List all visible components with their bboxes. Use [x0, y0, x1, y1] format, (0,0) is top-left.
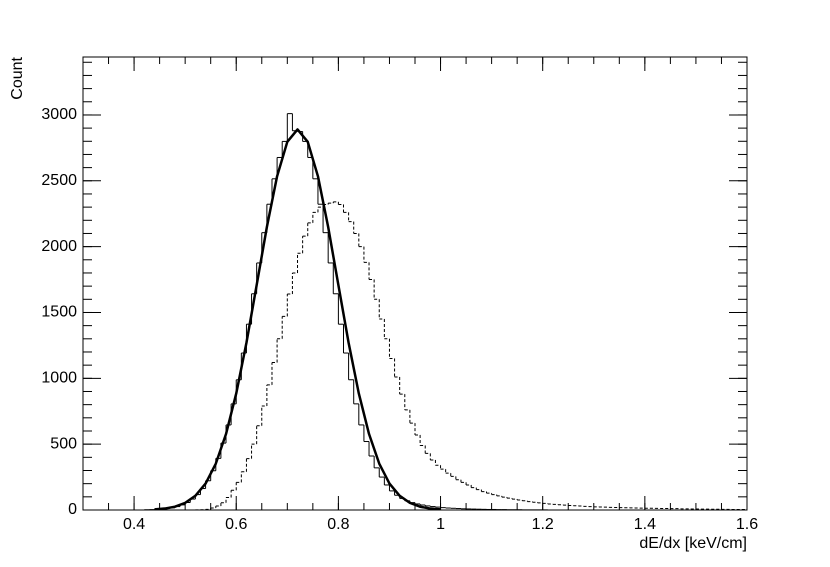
y-tick-label: 2500 [41, 172, 77, 189]
y-tick-label: 1000 [41, 370, 77, 387]
histogram-series [134, 201, 747, 510]
x-tick-label: 0.6 [225, 516, 247, 533]
y-tick-label: 3000 [41, 106, 77, 123]
x-tick-label: 0.4 [123, 516, 145, 533]
fit-curve [154, 128, 441, 510]
x-tick-label: 1 [436, 516, 445, 533]
x-tick-label: 1.2 [532, 516, 554, 533]
x-tick-label: 1.4 [634, 516, 656, 533]
x-tick-label: 0.8 [327, 516, 349, 533]
y-tick-label: 500 [50, 435, 77, 452]
y-tick-label: 0 [68, 501, 77, 518]
y-axis-title: Count [9, 56, 26, 99]
x-tick-label: 1.6 [736, 516, 758, 533]
histogram-series [134, 113, 747, 510]
y-tick-label: 2000 [41, 238, 77, 255]
plot-frame [82, 56, 748, 511]
plot-area [134, 113, 747, 510]
x-axis-title: dE/dx [keV/cm] [639, 535, 747, 552]
y-tick-label: 1500 [41, 304, 77, 321]
